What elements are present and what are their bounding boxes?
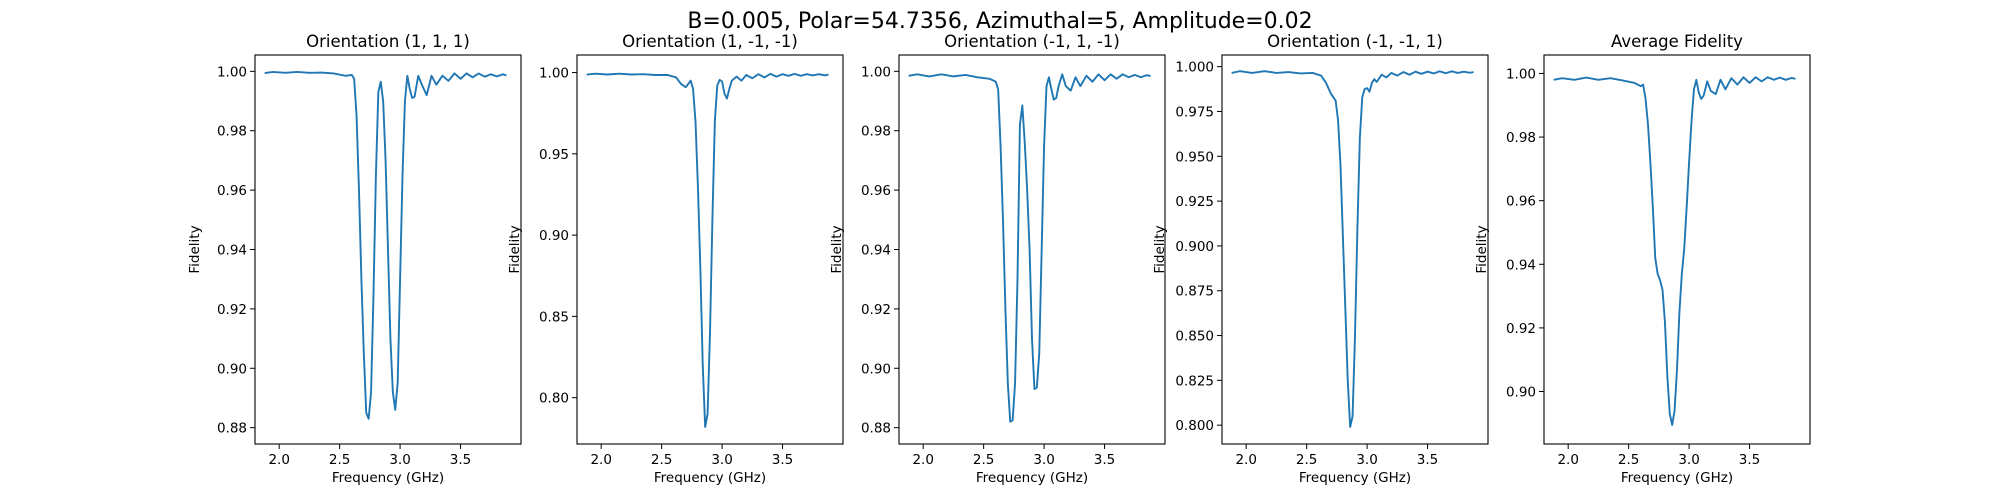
y-tick-label: 0.875: [1175, 284, 1214, 300]
y-tick-label: 0.98: [217, 124, 247, 140]
y-tick-label: 0.800: [1175, 418, 1214, 434]
y-tick-label: 0.900: [1175, 239, 1214, 255]
plot-frame: [576, 54, 844, 445]
series-line: [908, 73, 1151, 423]
plot-frame: [1221, 54, 1489, 445]
subplot-2: Orientation (1, -1, -1) 2.0 2.5 3.0 3.5 0.80 0…: [507, 32, 844, 486]
y-tick-label: 0.85: [539, 309, 569, 325]
plot-frame: [898, 54, 1166, 445]
x-tick-label: 2.0: [268, 452, 289, 468]
y-tick-label: 0.96: [1506, 194, 1536, 210]
subplot-title: Orientation (1, -1, -1): [622, 32, 798, 51]
x-axis-label: Frequency (GHz): [1621, 470, 1733, 486]
x-tick-label: 2.0: [912, 452, 933, 468]
y-tick-label: 0.90: [1506, 385, 1536, 401]
x-tick-label: 3.5: [1739, 452, 1760, 468]
x-tick-label: 2.0: [590, 452, 611, 468]
x-axis-label: Frequency (GHz): [1299, 470, 1411, 486]
y-tick-label: 0.96: [861, 183, 891, 199]
subplot-4: Orientation (-1, -1, 1) 2.0 2.5 3.0 3.5 0.800…: [1152, 32, 1489, 486]
y-tick-label: 0.90: [539, 228, 569, 244]
y-tick-label: 0.90: [217, 361, 247, 377]
x-tick-label: 3.0: [1033, 452, 1054, 468]
y-tick-label: 0.850: [1175, 329, 1214, 345]
y-tick-label: 0.96: [217, 183, 247, 199]
y-tick-label: 0.90: [861, 361, 891, 377]
x-tick-label: 3.5: [1417, 452, 1438, 468]
subplot-title: Orientation (1, 1, 1): [306, 32, 470, 51]
y-tick-label: 1.00: [539, 66, 569, 82]
figure-suptitle: B=0.005, Polar=54.7356, Azimuthal=5, Amp…: [687, 9, 1312, 34]
y-tick-label: 0.92: [861, 302, 891, 318]
subplot-grid: Orientation (1, 1, 1) 2.0 2.5 3.0 3.5 0.88 0.9…: [187, 32, 1811, 486]
y-tick-label: 0.950: [1175, 149, 1214, 165]
x-tick-label: 3.0: [389, 452, 410, 468]
y-tick-label: 1.00: [1506, 66, 1536, 82]
y-tick-label: 0.94: [861, 243, 891, 259]
y-tick-label: 0.975: [1175, 104, 1214, 120]
y-tick-label: 0.92: [1506, 321, 1536, 337]
y-tick-label: 1.000: [1175, 60, 1214, 76]
x-tick-label: 2.5: [329, 452, 350, 468]
plot-frame: [254, 54, 522, 445]
series-line: [1231, 70, 1474, 428]
y-tick-label: 0.925: [1175, 194, 1214, 210]
y-axis-label: Fidelity: [187, 225, 203, 273]
subplot-title: Orientation (-1, -1, 1): [1267, 32, 1443, 51]
x-tick-label: 2.5: [1618, 452, 1639, 468]
plot-frame: [1543, 54, 1811, 445]
x-tick-label: 3.5: [1094, 452, 1115, 468]
subplot-1: Orientation (1, 1, 1) 2.0 2.5 3.0 3.5 0.88 0.9…: [187, 32, 522, 486]
subplot-title: Orientation (-1, 1, -1): [944, 32, 1120, 51]
subplot-title: Average Fidelity: [1611, 32, 1743, 51]
series-line: [586, 72, 829, 428]
y-tick-label: 0.88: [861, 421, 891, 437]
y-tick-label: 1.00: [861, 64, 891, 80]
subplot-3: Orientation (-1, 1, -1) 2.0 2.5 3.0 3.5 0.88 0…: [829, 32, 1166, 486]
y-tick-label: 0.95: [539, 147, 569, 163]
x-tick-label: 3.0: [711, 452, 732, 468]
y-tick-label: 0.88: [217, 421, 247, 437]
y-tick-label: 0.825: [1175, 373, 1214, 389]
y-tick-label: 0.92: [217, 302, 247, 318]
y-axis-label: Fidelity: [507, 225, 523, 273]
x-tick-label: 3.0: [1356, 452, 1377, 468]
x-tick-label: 2.0: [1557, 452, 1578, 468]
x-tick-label: 2.0: [1235, 452, 1256, 468]
y-tick-label: 0.94: [1506, 257, 1536, 273]
y-axis-label: Fidelity: [1474, 225, 1490, 273]
y-tick-label: 0.80: [539, 391, 569, 407]
x-tick-label: 2.5: [1296, 452, 1317, 468]
y-tick-label: 0.94: [217, 243, 247, 259]
x-tick-label: 2.5: [651, 452, 672, 468]
subplot-5: Average Fidelity 2.0 2.5 3.0 3.5 0.90 0.92 0.94…: [1474, 32, 1811, 486]
x-axis-label: Frequency (GHz): [332, 470, 444, 486]
y-tick-label: 0.98: [1506, 130, 1536, 146]
x-tick-label: 3.0: [1678, 452, 1699, 468]
y-axis-label: Fidelity: [1152, 225, 1168, 273]
series-line: [264, 70, 507, 420]
x-tick-label: 3.5: [450, 452, 471, 468]
y-axis-label: Fidelity: [829, 225, 845, 273]
y-tick-label: 0.98: [861, 124, 891, 140]
x-axis-label: Frequency (GHz): [654, 470, 766, 486]
x-tick-label: 2.5: [973, 452, 994, 468]
y-tick-label: 1.00: [217, 64, 247, 80]
series-line: [1553, 76, 1796, 426]
x-tick-label: 3.5: [772, 452, 793, 468]
x-axis-label: Frequency (GHz): [976, 470, 1088, 486]
